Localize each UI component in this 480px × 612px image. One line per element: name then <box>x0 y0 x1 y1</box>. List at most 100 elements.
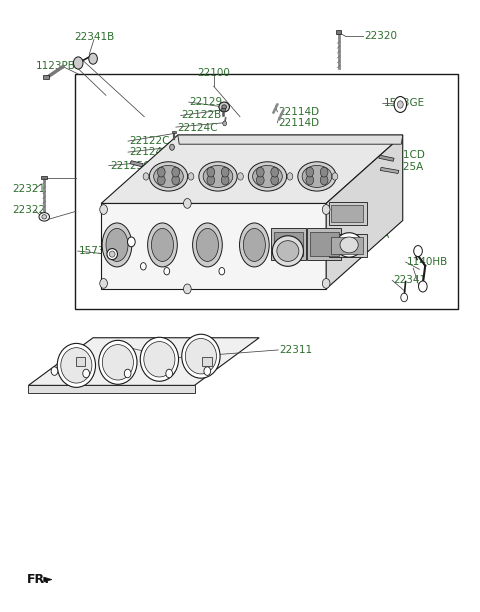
Circle shape <box>394 97 407 113</box>
Circle shape <box>169 144 174 151</box>
Circle shape <box>306 167 313 177</box>
Ellipse shape <box>185 338 216 374</box>
Circle shape <box>124 369 131 378</box>
Ellipse shape <box>272 236 303 266</box>
Ellipse shape <box>248 162 287 191</box>
Text: 22113A: 22113A <box>349 230 389 239</box>
Ellipse shape <box>140 337 179 381</box>
Polygon shape <box>379 155 394 162</box>
Circle shape <box>183 198 191 208</box>
Circle shape <box>219 267 225 275</box>
Text: 22122C: 22122C <box>129 136 169 146</box>
Ellipse shape <box>182 334 220 378</box>
Circle shape <box>271 175 278 185</box>
Bar <box>307 228 341 259</box>
Bar <box>76 357 85 367</box>
Text: 22341: 22341 <box>393 275 426 285</box>
Polygon shape <box>130 161 144 167</box>
Ellipse shape <box>154 165 183 187</box>
Circle shape <box>414 245 422 256</box>
Ellipse shape <box>57 343 96 387</box>
Circle shape <box>166 369 172 378</box>
Text: 22129: 22129 <box>190 97 223 107</box>
Circle shape <box>207 167 215 177</box>
Ellipse shape <box>199 162 237 191</box>
Text: 22311: 22311 <box>279 345 312 355</box>
Circle shape <box>100 278 108 288</box>
Ellipse shape <box>196 228 218 261</box>
Ellipse shape <box>61 348 92 383</box>
Ellipse shape <box>148 223 177 267</box>
Circle shape <box>73 57 83 69</box>
Bar <box>328 202 367 225</box>
Circle shape <box>401 293 408 302</box>
Circle shape <box>323 278 330 288</box>
Circle shape <box>221 175 229 185</box>
Bar <box>310 231 338 256</box>
Text: 1573GE: 1573GE <box>384 99 425 108</box>
Text: 22320: 22320 <box>364 31 397 41</box>
Circle shape <box>320 167 328 177</box>
Bar <box>336 30 341 34</box>
Polygon shape <box>380 168 399 173</box>
Ellipse shape <box>298 162 336 191</box>
Bar <box>274 231 303 256</box>
Circle shape <box>238 173 243 180</box>
Bar <box>172 131 176 133</box>
Text: 22341B: 22341B <box>74 32 114 42</box>
Ellipse shape <box>106 228 128 261</box>
Text: 1123PB: 1123PB <box>36 61 76 71</box>
Ellipse shape <box>39 212 49 221</box>
Ellipse shape <box>107 248 118 259</box>
Circle shape <box>89 53 97 64</box>
Text: 1601DG: 1601DG <box>108 234 150 244</box>
Ellipse shape <box>340 237 358 253</box>
Ellipse shape <box>102 345 133 380</box>
Circle shape <box>100 204 108 214</box>
Text: 22124B: 22124B <box>129 147 169 157</box>
Circle shape <box>172 175 180 185</box>
Text: 1601DG: 1601DG <box>120 278 162 288</box>
Circle shape <box>397 101 403 108</box>
Text: 22321: 22321 <box>12 184 45 194</box>
Text: 1151CD: 1151CD <box>384 149 425 160</box>
Ellipse shape <box>42 215 47 219</box>
Bar <box>221 108 225 111</box>
Circle shape <box>183 284 191 294</box>
Ellipse shape <box>203 165 233 187</box>
Ellipse shape <box>219 102 229 112</box>
Text: 22122B: 22122B <box>181 111 222 121</box>
Circle shape <box>188 173 194 180</box>
Circle shape <box>157 167 165 177</box>
Ellipse shape <box>240 223 269 267</box>
Polygon shape <box>28 338 259 386</box>
Ellipse shape <box>144 341 175 377</box>
Ellipse shape <box>192 223 222 267</box>
Circle shape <box>223 121 227 126</box>
Circle shape <box>306 175 313 185</box>
Text: 1573GE: 1573GE <box>79 246 120 256</box>
Circle shape <box>323 204 330 214</box>
Ellipse shape <box>243 228 265 261</box>
Ellipse shape <box>222 105 227 109</box>
Bar <box>271 228 306 259</box>
Circle shape <box>271 167 278 177</box>
Circle shape <box>256 175 264 185</box>
Text: FR.: FR. <box>27 573 50 586</box>
Text: 22124C: 22124C <box>177 122 217 133</box>
Polygon shape <box>44 577 52 582</box>
Polygon shape <box>178 135 403 144</box>
Circle shape <box>204 367 211 375</box>
Polygon shape <box>101 135 403 203</box>
Circle shape <box>83 369 89 378</box>
Polygon shape <box>101 203 326 289</box>
Circle shape <box>157 175 165 185</box>
Bar <box>43 75 48 79</box>
Circle shape <box>256 167 264 177</box>
Text: 22100: 22100 <box>197 68 230 78</box>
Circle shape <box>332 173 338 180</box>
Polygon shape <box>326 135 403 289</box>
Text: 33095C: 33095C <box>112 259 152 269</box>
Bar <box>331 237 363 254</box>
Ellipse shape <box>152 228 173 261</box>
